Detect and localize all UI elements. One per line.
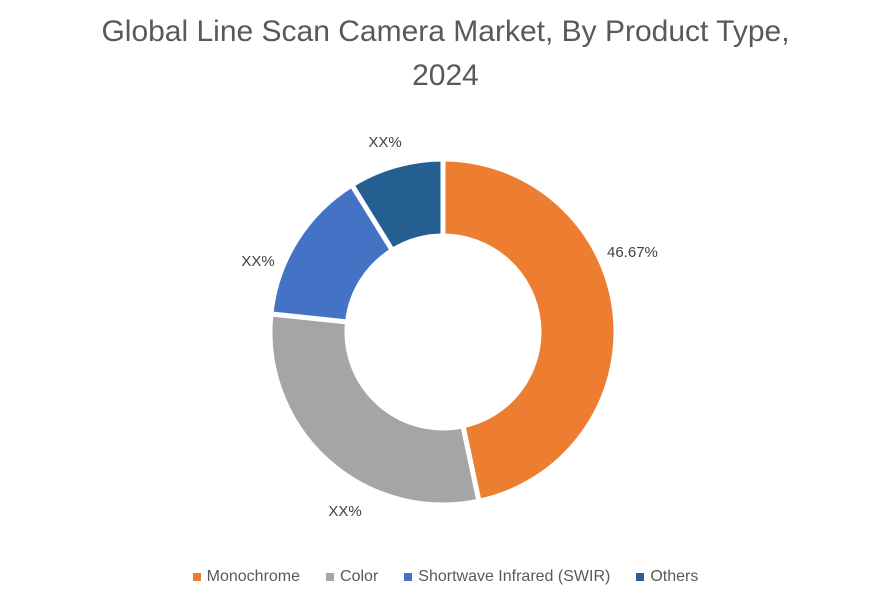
data-label-color: XX%: [328, 503, 361, 520]
chart-title: Global Line Scan Camera Market, By Produ…: [0, 10, 891, 98]
legend-swatch-shortwave-infrared-swir: [404, 573, 413, 581]
legend-label-color: Color: [340, 568, 379, 585]
chart-legend: Monochrome Color Shortwave Infrared (SWIR)…: [0, 568, 891, 586]
data-label-monochrome: 46.67%: [607, 244, 658, 261]
legend-swatch-monochrome: [192, 573, 201, 581]
legend-item-color: Color: [326, 568, 378, 586]
chart-title-line-2: 2024: [412, 59, 479, 92]
legend-label-shortwave-infrared-swir: Shortwave Infrared (SWIR): [418, 568, 611, 585]
data-label-others: XX%: [368, 134, 401, 151]
data-label-shortwave-infrared-swir: XX%: [241, 253, 274, 270]
legend-item-others: Others: [636, 568, 698, 586]
legend-swatch-color: [326, 573, 335, 581]
donut-slice-monochrome: [440, 156, 619, 505]
legend-label-others: Others: [650, 568, 699, 585]
chart-title-line-1: Global Line Scan Camera Market, By Produ…: [101, 15, 790, 48]
legend-swatch-others: [636, 573, 645, 581]
donut-slice-others: [348, 156, 446, 254]
legend-label-monochrome: Monochrome: [206, 568, 301, 585]
legend-item-shortwave-infrared-swir: Shortwave Infrared (SWIR): [404, 568, 610, 586]
legend-item-monochrome: Monochrome: [192, 568, 301, 586]
donut-slice-color: [267, 311, 482, 508]
